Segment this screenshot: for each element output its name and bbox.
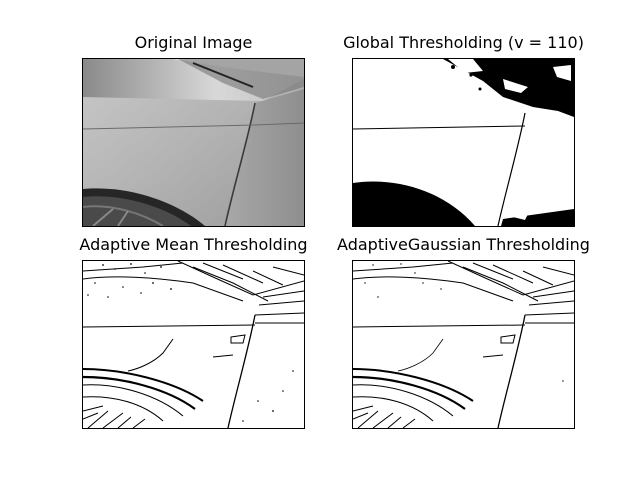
global-threshold-render [353,59,574,226]
image-adaptive-gaussian [352,260,575,429]
panel-adaptive-gaussian: AdaptiveGaussian Thresholding [337,232,590,429]
adaptive-gaussian-render [353,261,574,428]
panel-adaptive-mean: Adaptive Mean Thresholding [79,232,308,429]
original-photo-render [83,59,304,226]
adaptive-mean-render [83,261,304,428]
image-original [82,58,305,227]
panel-title-original: Original Image [134,33,253,52]
image-adaptive-mean [82,260,305,429]
image-global-threshold [352,58,575,227]
panel-title-adaptive-mean: Adaptive Mean Thresholding [79,235,308,254]
panel-title-adaptive-gaussian: AdaptiveGaussian Thresholding [337,235,590,254]
panel-original: Original Image [82,30,305,227]
panel-global: Global Thresholding (v = 110) [343,30,584,227]
panel-title-global: Global Thresholding (v = 110) [343,33,584,52]
